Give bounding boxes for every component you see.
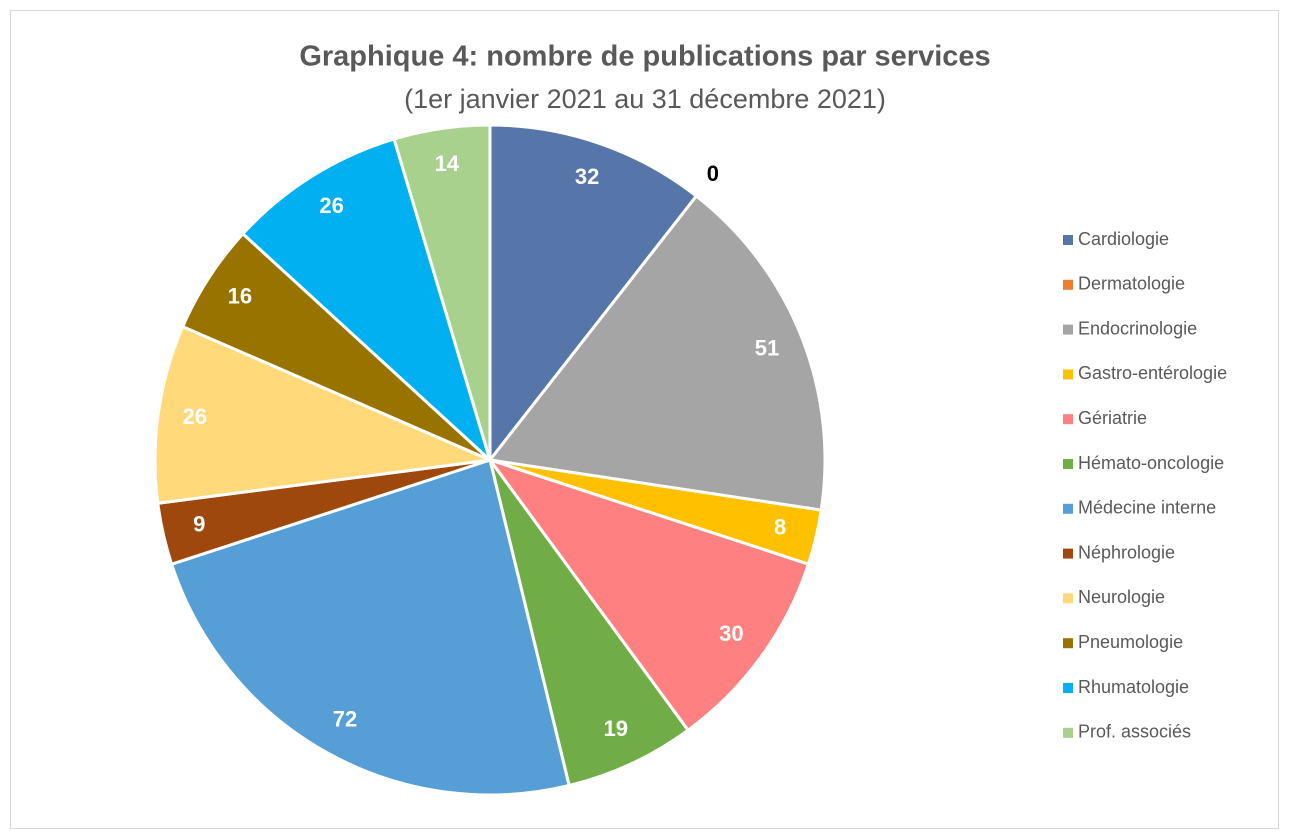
data-label: 26 [319,193,343,218]
data-label: 72 [333,706,357,731]
legend-label: Endocrinologie [1078,318,1197,338]
chart-title: Graphique 4: nombre de publications par … [299,41,990,73]
legend-label: Dermatologie [1078,274,1185,294]
legend-marker [1063,279,1073,290]
legend-marker [1063,324,1073,335]
legend-label: Rhumatologie [1078,677,1189,697]
legend-marker [1063,414,1073,425]
legend-label: Neurologie [1078,587,1165,607]
legend-label: Gastro-entérologie [1078,363,1227,383]
legend-label: Cardiologie [1078,229,1169,249]
legend-marker [1063,235,1073,245]
data-label: 32 [575,164,599,189]
legend-label: Néphrologie [1078,542,1175,562]
data-label: 0 [707,161,719,186]
data-label: 26 [183,404,207,429]
legend-marker [1063,369,1073,380]
legend-marker [1063,683,1073,693]
legend-marker [1063,593,1073,604]
pie-slice [240,137,493,465]
legend-label: Prof. associés [1078,722,1191,742]
data-label: 19 [604,716,628,741]
legend-label: Médecine interne [1078,498,1216,518]
pie-slice [392,123,492,461]
legend-label: Hémato-oncologie [1078,453,1224,473]
data-label: 30 [719,621,743,646]
pie-slice [169,458,571,797]
legend-marker [1063,503,1073,514]
data-label: 16 [228,284,252,309]
legend-label: Pneumologie [1078,632,1183,652]
data-label: 8 [774,515,786,540]
pie-slice [153,324,496,505]
data-label: 9 [193,512,205,537]
legend-marker [1063,548,1073,559]
legend-marker [1063,459,1073,469]
pie-slice [488,123,699,465]
pie-slice [486,457,811,733]
pie-slice [488,459,691,788]
legend-marker [1063,638,1073,649]
data-label: 51 [755,336,779,361]
data-label: 14 [435,151,460,176]
chart-subtitle: (1er janvier 2021 au 31 décembre 2021) [404,84,886,114]
legend-marker [1063,727,1073,738]
legend-label: Gériatrie [1078,408,1147,428]
pie-slice [487,193,827,512]
